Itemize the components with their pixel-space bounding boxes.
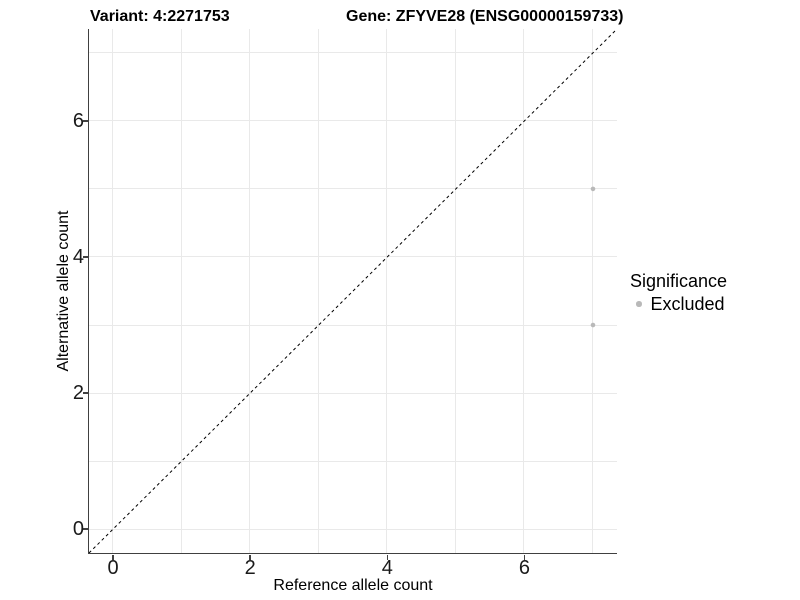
y-axis-title: Alternative allele count [55, 210, 72, 372]
gridline-x-5 [454, 29, 456, 553]
x-tick-mark [523, 555, 526, 560]
x-tick-label: 2 [244, 557, 256, 579]
gridline-y-2 [88, 392, 617, 394]
gridline-x-0 [112, 29, 113, 553]
plot-title-gene: Gene: ZFYVE28 (ENSG00000159733) [346, 8, 624, 25]
x-tick-mark [386, 555, 389, 560]
y-tick-mark [83, 528, 88, 530]
legend-entry-label: Excluded [650, 294, 725, 314]
x-tick-mark [112, 555, 114, 560]
gridline-y-1 [88, 460, 617, 462]
data-point [590, 186, 595, 192]
legend-entry: Excluded [630, 293, 727, 315]
gridline-x-3 [317, 29, 319, 553]
gridline-y-4 [88, 256, 617, 258]
plot-title-variant: Variant: 4:2271753 [90, 8, 230, 25]
y-tick-mark [83, 256, 88, 258]
gridline-x-2 [249, 29, 251, 553]
identity-line [88, 29, 617, 553]
y-tick-mark [83, 120, 88, 122]
x-tick-label: 0 [107, 557, 119, 579]
gridline-x-4 [386, 29, 388, 553]
gridline-y-5 [88, 188, 617, 190]
y-tick-mark [83, 392, 88, 394]
data-point [590, 322, 595, 328]
y-tick-label: 2 [72, 382, 84, 405]
gridline-y-7 [88, 52, 617, 54]
gridline-x-1 [180, 29, 182, 553]
gridline-y-0 [88, 528, 617, 530]
legend: Significance Excluded [630, 270, 727, 315]
x-axis-title: Reference allele count [273, 577, 433, 594]
gridline-x-6 [523, 29, 525, 553]
x-tick-label: 6 [518, 557, 530, 579]
plot-canvas [88, 29, 617, 553]
y-tick-label: 6 [72, 109, 84, 132]
plot-panel [87, 29, 617, 554]
y-tick-label: 4 [72, 245, 84, 268]
legend-title: Significance [630, 271, 728, 291]
x-tick-label: 4 [381, 557, 393, 579]
x-tick-mark [249, 555, 251, 560]
gridline-y-6 [88, 120, 617, 122]
y-tick-label: 0 [72, 518, 84, 541]
gridline-x-7 [592, 29, 593, 553]
legend-key-dot [636, 301, 642, 307]
gridline-y-3 [88, 324, 617, 326]
